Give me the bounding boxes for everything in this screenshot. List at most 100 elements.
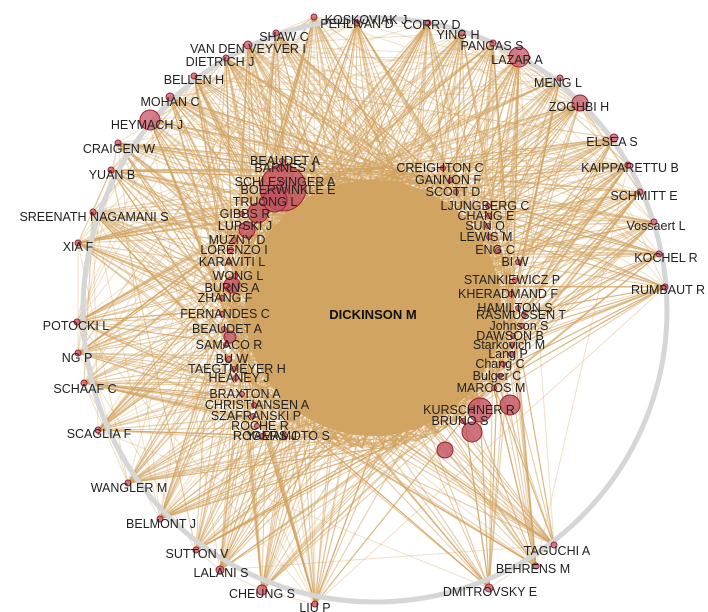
author-node[interactable] bbox=[448, 177, 454, 183]
author-node[interactable] bbox=[247, 202, 269, 224]
author-node[interactable] bbox=[226, 285, 232, 291]
author-node[interactable] bbox=[73, 318, 81, 326]
author-node[interactable] bbox=[231, 237, 237, 243]
author-node[interactable] bbox=[508, 351, 514, 357]
author-node[interactable] bbox=[222, 54, 230, 62]
author-node[interactable] bbox=[282, 433, 288, 439]
author-node[interactable] bbox=[192, 546, 200, 554]
author-node[interactable] bbox=[461, 421, 483, 443]
author-node[interactable] bbox=[458, 29, 466, 37]
author-node[interactable] bbox=[250, 413, 256, 419]
coauthorship-edge bbox=[436, 426, 447, 434]
author-node[interactable] bbox=[272, 29, 280, 37]
author-node[interactable] bbox=[311, 600, 319, 608]
author-node[interactable] bbox=[510, 333, 516, 339]
coauthorship-edge bbox=[97, 429, 341, 445]
author-node[interactable] bbox=[661, 283, 669, 291]
author-node[interactable] bbox=[512, 277, 518, 283]
author-node[interactable] bbox=[650, 218, 658, 226]
author-node[interactable] bbox=[508, 46, 530, 68]
inner-author-label: HEANEY J bbox=[209, 371, 270, 385]
author-node[interactable] bbox=[190, 72, 198, 80]
coauthorship-edge bbox=[169, 96, 629, 166]
author-node[interactable] bbox=[226, 259, 232, 265]
author-node[interactable] bbox=[221, 326, 227, 332]
coauthorship-edge bbox=[127, 440, 330, 484]
author-node[interactable] bbox=[485, 223, 491, 229]
author-node[interactable] bbox=[460, 418, 466, 424]
author-node[interactable] bbox=[279, 165, 285, 171]
author-node[interactable] bbox=[282, 187, 288, 193]
author-node[interactable] bbox=[89, 208, 97, 216]
author-node[interactable] bbox=[107, 166, 115, 174]
author-node[interactable] bbox=[571, 94, 589, 112]
author-node[interactable] bbox=[254, 423, 260, 429]
author-node[interactable] bbox=[231, 366, 237, 372]
author-node[interactable] bbox=[499, 394, 521, 416]
author-node[interactable] bbox=[219, 295, 225, 301]
author-node[interactable] bbox=[453, 189, 459, 195]
author-node[interactable] bbox=[226, 356, 232, 362]
author-node[interactable] bbox=[436, 441, 454, 459]
author-node[interactable] bbox=[519, 323, 525, 329]
author-node[interactable] bbox=[215, 565, 225, 575]
author-node[interactable] bbox=[521, 312, 527, 318]
author-node[interactable] bbox=[223, 330, 237, 344]
author-node[interactable] bbox=[223, 342, 229, 348]
author-node[interactable] bbox=[636, 188, 644, 196]
author-node[interactable] bbox=[495, 247, 501, 253]
author-node[interactable] bbox=[491, 385, 497, 391]
author-node[interactable] bbox=[484, 583, 494, 593]
author-node[interactable] bbox=[624, 161, 632, 169]
author-node[interactable] bbox=[509, 342, 515, 348]
author-node[interactable] bbox=[609, 133, 619, 143]
author-node[interactable] bbox=[165, 92, 175, 102]
author-node[interactable] bbox=[486, 234, 492, 240]
author-node[interactable] bbox=[114, 139, 122, 147]
author-node[interactable] bbox=[550, 541, 558, 549]
outer-author-label: PEHLIVAN D bbox=[320, 17, 393, 31]
author-node[interactable] bbox=[515, 305, 521, 311]
author-node[interactable] bbox=[259, 433, 265, 439]
author-node[interactable] bbox=[124, 479, 132, 487]
author-node[interactable] bbox=[239, 391, 245, 397]
author-node[interactable] bbox=[279, 158, 285, 164]
author-node[interactable] bbox=[228, 247, 234, 253]
author-node[interactable] bbox=[219, 311, 225, 317]
author-node[interactable] bbox=[310, 13, 318, 21]
author-node[interactable] bbox=[353, 19, 361, 27]
coauthorship-edge bbox=[361, 32, 463, 169]
author-node[interactable] bbox=[515, 259, 521, 265]
author-node[interactable] bbox=[424, 19, 432, 27]
outer-author-label: LALANI S bbox=[194, 566, 249, 580]
author-node[interactable] bbox=[469, 407, 475, 413]
author-node[interactable] bbox=[485, 203, 491, 209]
author-node[interactable] bbox=[94, 426, 102, 434]
author-node[interactable] bbox=[239, 223, 245, 229]
author-node[interactable] bbox=[239, 211, 245, 217]
author-node[interactable] bbox=[532, 562, 540, 570]
author-node[interactable] bbox=[233, 375, 239, 381]
author-node[interactable] bbox=[489, 39, 497, 47]
author-node[interactable] bbox=[156, 515, 164, 523]
author-node[interactable] bbox=[251, 402, 257, 408]
author-node[interactable] bbox=[486, 213, 492, 219]
inner-author-label: SAMACO R bbox=[196, 338, 263, 352]
author-node[interactable] bbox=[139, 109, 161, 131]
author-node[interactable] bbox=[243, 40, 253, 50]
author-node[interactable] bbox=[508, 291, 514, 297]
author-node[interactable] bbox=[440, 165, 446, 171]
author-node[interactable] bbox=[232, 273, 238, 279]
author-node[interactable] bbox=[74, 239, 82, 247]
author-node[interactable] bbox=[467, 397, 493, 423]
author-node[interactable] bbox=[80, 379, 88, 387]
coauthorship-edge bbox=[193, 75, 268, 218]
author-node[interactable] bbox=[556, 74, 564, 82]
author-node[interactable] bbox=[256, 584, 268, 596]
author-node[interactable] bbox=[279, 179, 285, 185]
author-node[interactable] bbox=[500, 361, 506, 367]
author-node[interactable] bbox=[74, 349, 82, 357]
author-node[interactable] bbox=[655, 250, 663, 258]
author-node[interactable] bbox=[259, 199, 265, 205]
author-node[interactable] bbox=[497, 373, 503, 379]
